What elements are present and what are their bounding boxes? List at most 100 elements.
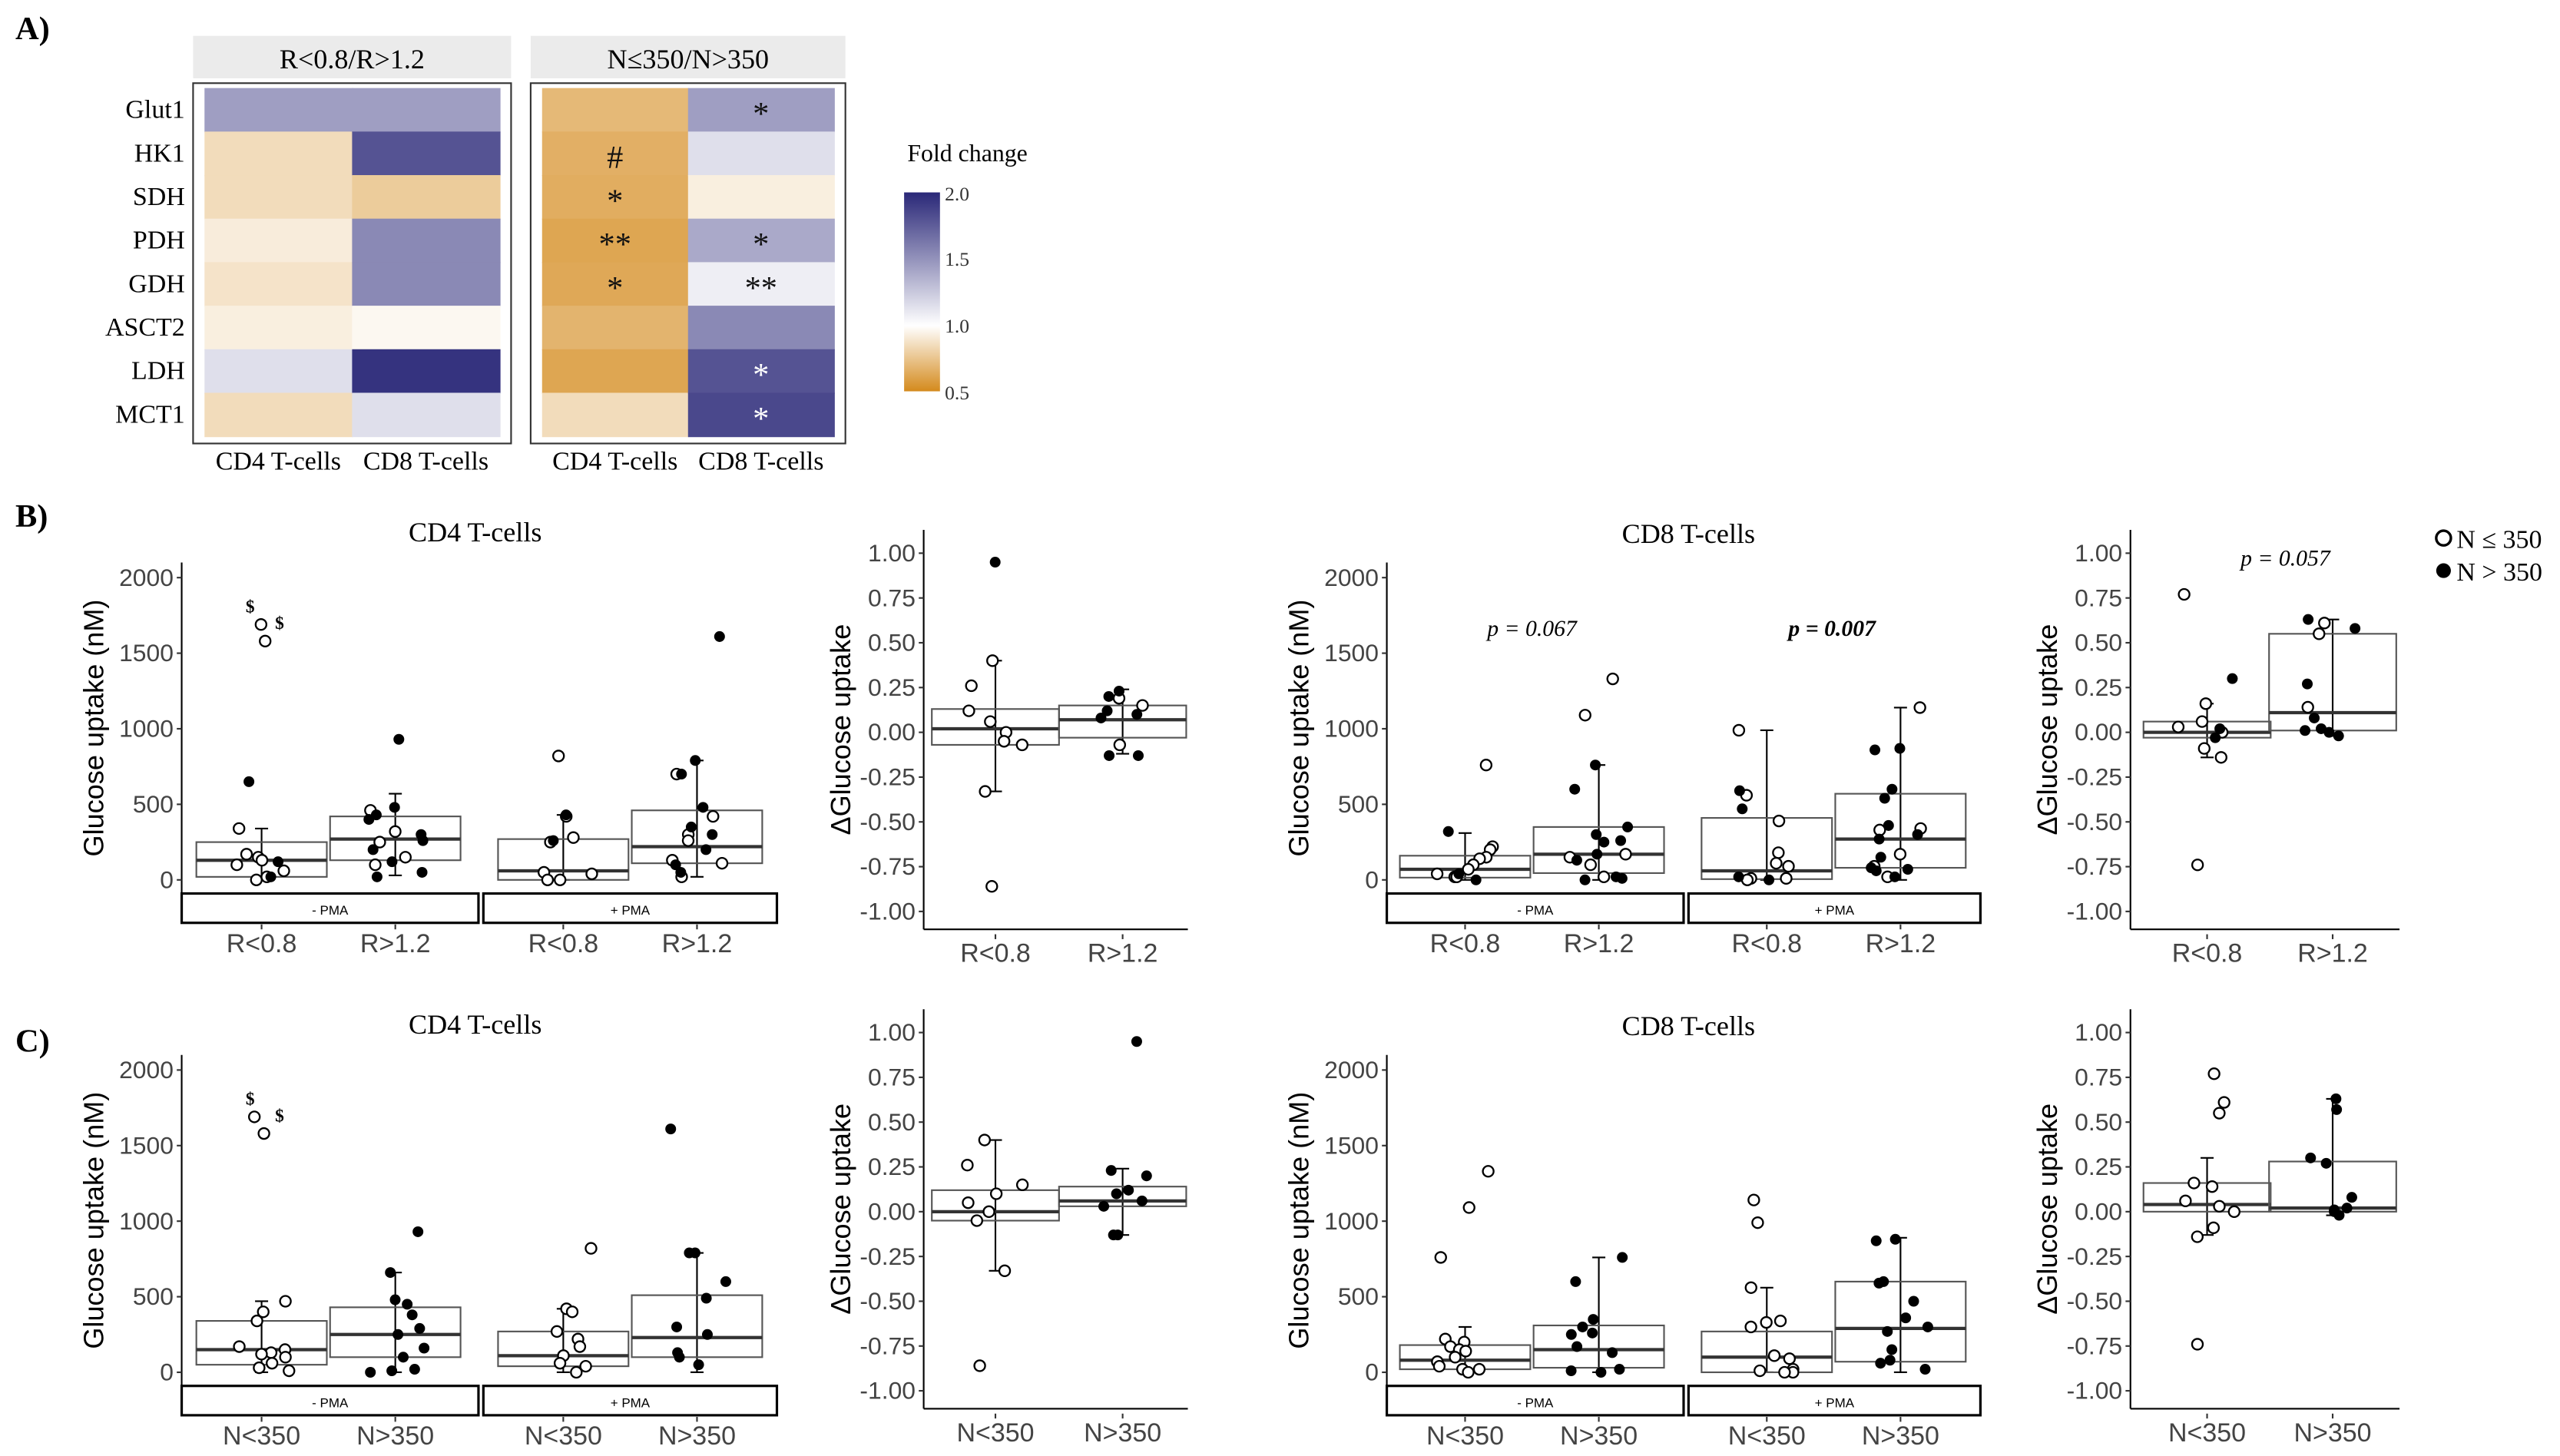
y-tick-label: -1.00 [2067,1377,2123,1405]
y-tick-label: -1.00 [2067,898,2123,925]
data-point-open [2177,587,2191,601]
heatmap-cell [204,131,353,177]
x-tick-label: N>350 [1560,1421,1638,1451]
data-point-open [283,1364,296,1378]
legend-open-label: N ≤ 350 [2456,525,2542,554]
data-point-open [552,750,565,763]
data-point-filled [1886,1344,1898,1355]
data-point-filled [363,814,375,826]
y-tick-label: 1.00 [2075,1018,2122,1046]
y-tick-label: 1000 [1324,1207,1379,1235]
facet-strip-label: + PMA [611,903,651,918]
heatmap-cell [541,175,689,220]
y-tick-label: 1500 [119,639,174,667]
x-tick-label: R<0.8 [2172,939,2243,968]
data-point-open [1747,1193,1760,1206]
y-tick-label: 1.00 [2075,539,2122,567]
significance-mark: * [753,96,769,132]
data-point-filled [1882,1325,1893,1337]
data-point-filled [2350,623,2361,634]
data-point-filled [690,755,701,766]
heatmap-cell [541,349,689,394]
data-point-filled [1577,1321,1588,1332]
data-point-filled [1595,1366,1607,1378]
heatmap-cell [204,218,353,263]
data-point-open [259,634,272,648]
heatmap-cell [352,131,501,177]
data-point-open [248,1110,261,1123]
heatmap-cell [687,131,835,177]
data-point-filled [1591,849,1603,860]
heatmap-cell [352,175,501,220]
data-point-filled [1588,1314,1599,1325]
data-point-open [565,1305,579,1319]
data-point-open [1578,709,1591,722]
y-tick-label: -0.50 [2067,808,2123,836]
data-point-filled [1894,743,1906,754]
y-tick-label: 0.25 [868,1153,916,1180]
y-tick-label: 2000 [119,1056,174,1084]
data-point-open [984,715,997,728]
data-point-filled [697,802,709,813]
box [1834,1280,1967,1363]
significance-mark: ** [599,227,631,263]
heatmap-cell [352,392,501,438]
y-tick-label: 0.75 [2075,584,2122,611]
plot-title: CD8 T-cells [1622,1011,1755,1041]
data-point-open [250,873,263,886]
data-point-filled [409,1364,420,1375]
data-point-open [1462,1201,1475,1214]
y-axis-title: ΔGlucose uptake [2032,1104,2063,1315]
heatmap-cell [541,218,689,263]
data-point-filled [685,821,697,832]
data-point-open [1782,859,1795,873]
data-point-filled [386,1365,398,1377]
data-point-filled [1734,785,1745,796]
data-point-filled [707,829,718,840]
significance-mark: # [607,140,623,176]
data-point-filled [1617,1252,1628,1263]
data-point-open [2214,751,2227,764]
data-point-filled [1113,685,1124,697]
facet-strip-label: - PMA [312,903,349,918]
heatmap-cell [687,218,835,263]
data-point-filled [2333,730,2344,742]
data-point-filled [2320,1157,2332,1169]
data-point-open [1430,867,1444,881]
data-point-open [240,848,253,861]
data-point-filled [700,844,712,855]
data-point-filled [1587,1327,1598,1339]
heatmap-cell [687,175,835,220]
x-tick-label: R>1.2 [2297,939,2368,968]
data-point-filled [1565,1329,1577,1340]
data-point-open [257,1127,270,1140]
data-point-filled [2214,723,2226,734]
boxplots: 0 500 1000 1500 2000 Glucose uptake (nM) CD4 T… [78,517,2400,1451]
data-point-filled [1590,759,1601,771]
data-point-open [2205,1180,2219,1193]
y-tick-label: 0.50 [2075,1108,2122,1136]
data-point-open [255,854,269,867]
data-point-open [253,1361,266,1375]
facet-strip [193,35,512,78]
data-point-open [998,1264,1012,1277]
data-point-open [2171,720,2185,733]
x-tick-label: N<350 [525,1421,602,1451]
heatmap-cell [687,88,835,133]
facet-strip-pma [180,892,480,925]
data-point-open [2195,715,2209,728]
facet-strip-pma [1385,1385,1685,1417]
data-point-filled [1101,705,1113,716]
data-point-open [254,618,268,631]
box [329,1306,462,1358]
box [1701,1330,1833,1374]
data-point-open [553,1357,567,1370]
data-point-filled [1889,871,1900,882]
facet-strip-label: - PMA [312,1395,349,1410]
data-point-open [233,1340,246,1353]
data-point-open [962,1196,975,1209]
x-tick-label: N>350 [1084,1418,1161,1448]
data-point-filled [1569,783,1581,795]
data-point-filled [265,871,277,882]
